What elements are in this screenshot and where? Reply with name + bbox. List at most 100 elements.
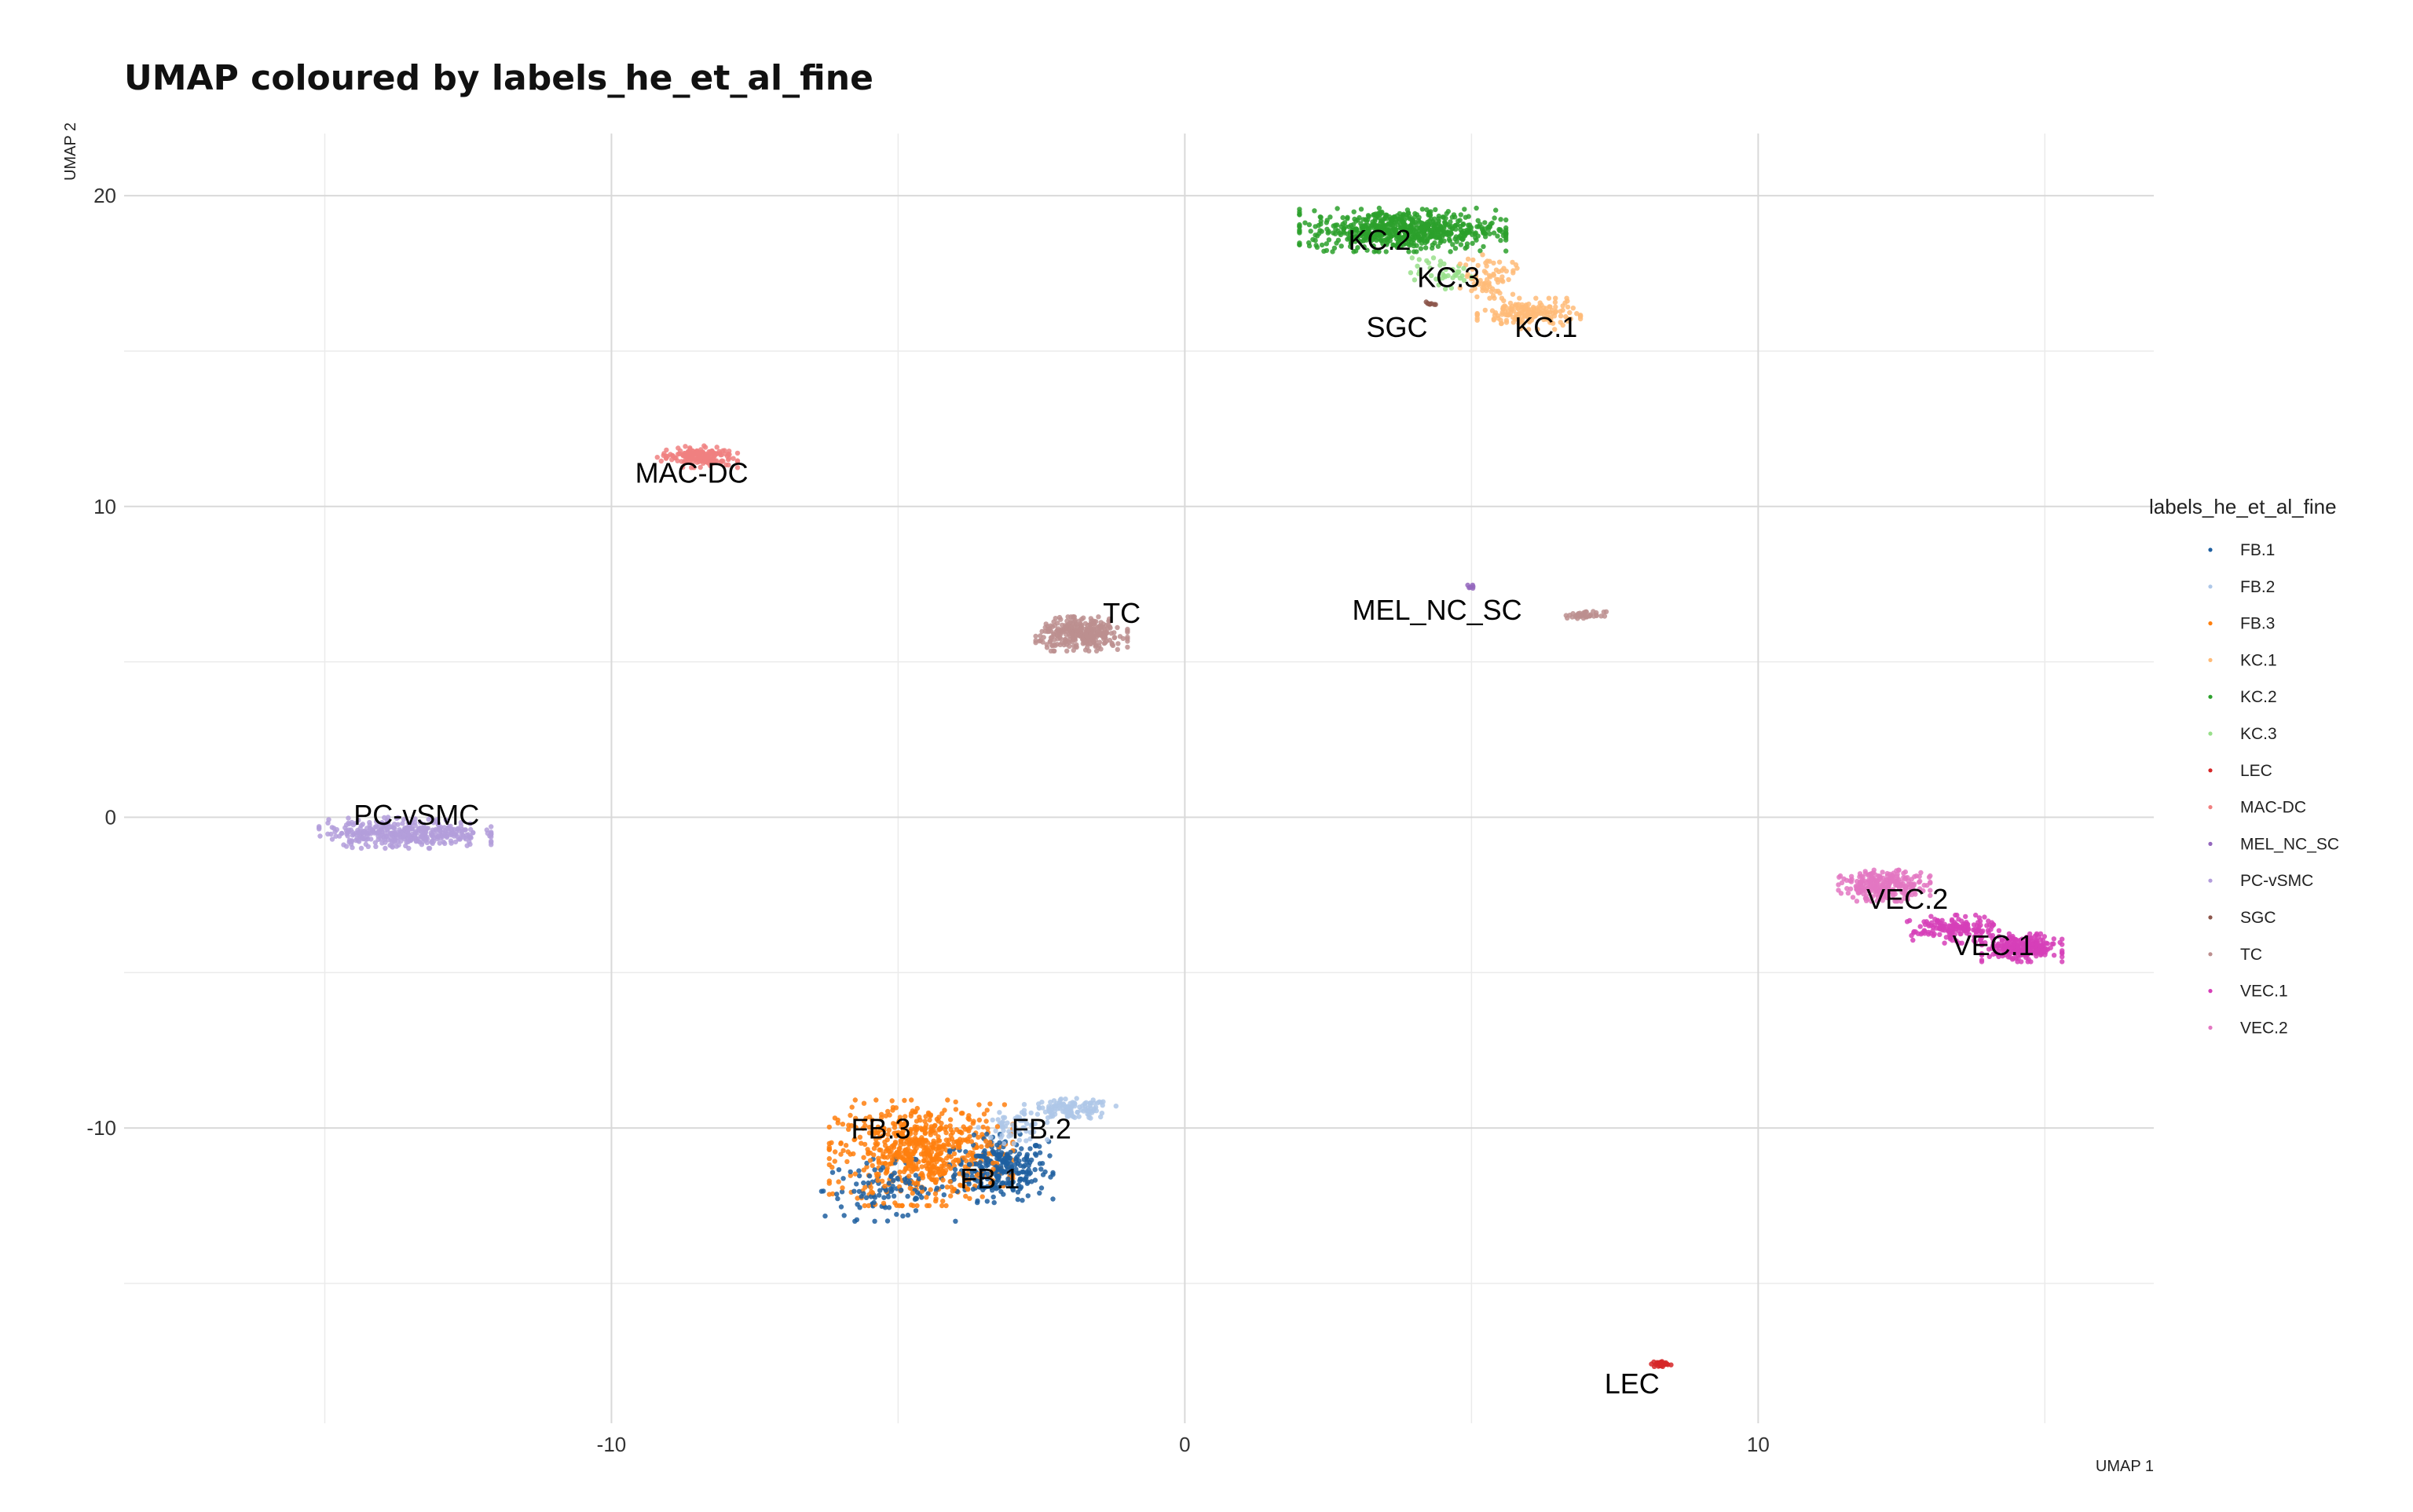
point-vec-2 (1857, 874, 1862, 880)
point-tc (1097, 639, 1103, 645)
point-fb-3 (967, 1195, 972, 1202)
point-fb-1 (894, 1211, 899, 1217)
point-tc (1093, 637, 1099, 643)
point-fb-3 (914, 1105, 921, 1111)
point-pc-vsmc (489, 838, 494, 844)
point-kc-1 (1514, 265, 1520, 271)
point-vec-1 (1921, 919, 1927, 924)
point-mac-dc (679, 459, 684, 464)
point-kc-2 (1382, 232, 1387, 237)
point-kc-2 (1422, 223, 1428, 229)
point-fb-1 (1015, 1196, 1021, 1203)
point-fb-3 (921, 1145, 927, 1151)
point-tc (1067, 643, 1072, 649)
point-fb-3 (910, 1191, 916, 1196)
point-vec-2 (1905, 897, 1910, 902)
point-fb-3 (939, 1111, 945, 1116)
point-fb-3 (883, 1148, 889, 1154)
point-fb-3 (926, 1172, 932, 1178)
point-fb-3 (936, 1127, 942, 1133)
point-pc-vsmc (434, 816, 441, 822)
point-tc (1120, 635, 1126, 642)
point-tc (1567, 613, 1573, 618)
point-fb-1 (1042, 1169, 1048, 1175)
point-fb-1 (818, 1188, 825, 1194)
point-fb-3 (942, 1126, 948, 1133)
point-kc-3 (1412, 277, 1418, 283)
legend-key (2208, 584, 2213, 589)
point-fb-1 (913, 1173, 919, 1178)
point-fb-1 (984, 1176, 990, 1182)
point-kc-2 (1306, 240, 1312, 246)
point-fb-2 (1097, 1099, 1102, 1105)
point-fb-2 (1021, 1107, 1027, 1113)
point-vec-1 (1990, 922, 1997, 928)
point-vec-1 (1911, 928, 1917, 935)
point-fb-1 (856, 1188, 862, 1195)
point-fb-1 (994, 1142, 1000, 1148)
point-pc-vsmc (423, 826, 429, 832)
y-tick-label: 20 (93, 184, 116, 207)
point-fb-1 (1027, 1146, 1033, 1151)
point-fb-2 (995, 1117, 1001, 1122)
point-sgc (1423, 299, 1429, 305)
point-fb-1 (884, 1218, 891, 1224)
point-pc-vsmc (383, 845, 388, 851)
legend-label: MAC-DC (2240, 799, 2306, 817)
point-kc-1 (1481, 269, 1488, 274)
point-vec-1 (1985, 928, 1991, 933)
point-fb-3 (934, 1177, 939, 1183)
point-fb-3 (910, 1203, 916, 1209)
point-kc-3 (1442, 286, 1448, 291)
point-pc-vsmc (435, 834, 441, 840)
point-kc-1 (1495, 313, 1501, 319)
point-fb-1 (1005, 1166, 1011, 1173)
point-fb-3 (936, 1134, 941, 1140)
point-tc (1071, 636, 1078, 642)
point-kc-3 (1437, 258, 1444, 264)
point-pc-vsmc (442, 840, 448, 847)
point-fb-3 (958, 1182, 963, 1188)
point-pc-vsmc (364, 833, 370, 839)
point-kc-2 (1348, 222, 1354, 229)
legend-label: LEC (2240, 762, 2272, 780)
cluster-label: KC.2 (1349, 224, 1412, 256)
point-fb-2 (1021, 1125, 1027, 1131)
point-vec-2 (1854, 899, 1860, 904)
point-vec-2 (1836, 874, 1842, 880)
point-fb-2 (997, 1110, 1002, 1115)
y-axis-title: UMAP 2 (62, 123, 79, 181)
point-kc-2 (1453, 226, 1459, 232)
point-tc (1111, 630, 1117, 635)
point-kc-2 (1460, 222, 1466, 228)
point-fb-3 (930, 1145, 936, 1151)
point-kc-1 (1491, 271, 1496, 277)
point-pc-vsmc (333, 833, 339, 839)
point-fb-3 (980, 1124, 986, 1130)
point-kc-1 (1567, 309, 1573, 316)
point-fb-1 (863, 1195, 870, 1201)
point-kc-2 (1462, 207, 1467, 212)
point-fb-1 (891, 1193, 897, 1199)
point-fb-3 (889, 1098, 895, 1104)
point-kc-2 (1412, 211, 1418, 217)
point-fb-3 (836, 1179, 841, 1184)
point-kc-1 (1562, 300, 1568, 306)
point-fb-2 (999, 1133, 1005, 1138)
point-vec-1 (1966, 932, 1972, 938)
point-fb-3 (877, 1134, 883, 1140)
point-kc-2 (1383, 249, 1389, 254)
point-tc (1042, 628, 1049, 634)
point-kc-2 (1308, 229, 1313, 234)
point-kc-2 (1353, 239, 1358, 244)
point-fb-3 (866, 1130, 873, 1136)
point-kc-1 (1510, 291, 1516, 297)
point-tc (1115, 624, 1120, 631)
point-kc-2 (1452, 214, 1458, 220)
cluster-label: LEC (1605, 1367, 1660, 1400)
point-fb-1 (851, 1188, 857, 1194)
point-kc-2 (1492, 215, 1497, 221)
point-vec-1 (1925, 932, 1931, 937)
point-vec-1 (1917, 924, 1923, 929)
point-kc-2 (1340, 214, 1346, 221)
